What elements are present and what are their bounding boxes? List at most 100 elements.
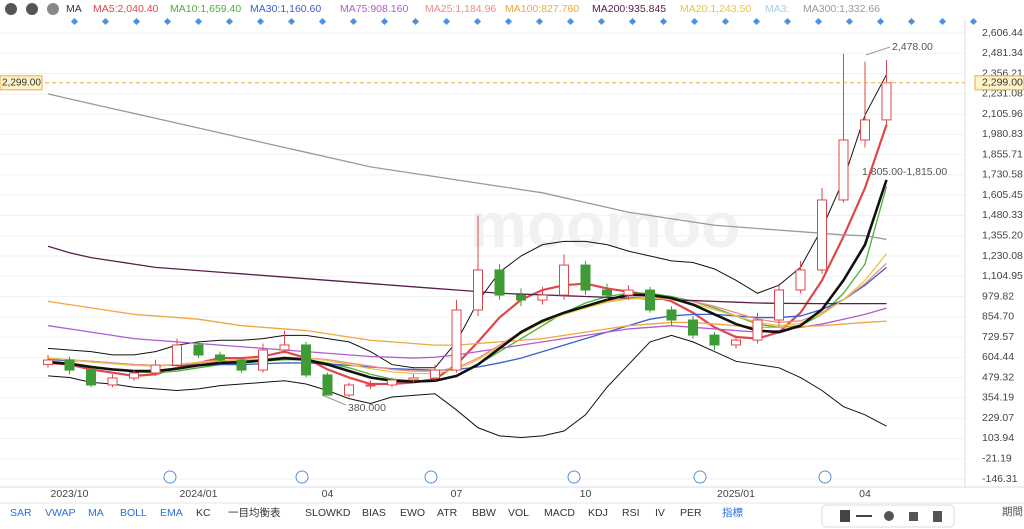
candle-body (473, 269, 483, 311)
indicator-tab[interactable]: EMA (160, 507, 183, 519)
pen-tool[interactable] (840, 510, 850, 522)
candle-body (752, 319, 763, 341)
legend-entry[interactable]: MA75:908.160 (340, 3, 408, 15)
candle-body (258, 349, 268, 371)
legend-diamond (721, 17, 730, 26)
legend-diamond (597, 17, 606, 26)
event-marker[interactable] (163, 470, 177, 484)
indicator-tab[interactable]: PER (680, 507, 702, 519)
x-tick-label: 10 (580, 488, 592, 500)
candle-body (494, 269, 505, 296)
x-tick-label: 2023/10 (51, 488, 89, 500)
period-label[interactable]: 期間 (1002, 506, 1023, 518)
legend-diamond (473, 17, 482, 26)
candle-body (688, 319, 698, 336)
y-tick-label: 1,230.08 (982, 250, 1023, 262)
legend-entry[interactable]: MA20:1,243.50 (680, 3, 751, 15)
legend-entry[interactable]: MA10:1,659.40 (170, 3, 241, 15)
ma-line (47, 266, 887, 371)
event-marker[interactable] (295, 470, 309, 484)
event-marker[interactable] (567, 470, 581, 484)
ma-line (47, 253, 888, 375)
legend-diamond (256, 17, 265, 26)
y-tick-label: 2,231.08 (982, 88, 1023, 100)
candle-body (64, 359, 75, 371)
indicator-tab[interactable]: KC (196, 507, 211, 519)
legend-diamond (845, 17, 854, 26)
candle-body (516, 294, 526, 301)
indicator-tab[interactable]: 一目均衡表 (228, 506, 281, 519)
candle-body (774, 289, 784, 321)
candle-body (580, 264, 591, 291)
indicator-tab[interactable]: EWO (400, 507, 425, 519)
legend-diamond (132, 17, 141, 26)
indicator-tab[interactable]: BIAS (362, 507, 386, 519)
legend-diamond (566, 17, 575, 26)
x-tick-label: 07 (451, 488, 463, 500)
candle-body (86, 369, 96, 386)
indicator-tab[interactable]: 指標 (722, 506, 743, 519)
y-tick-label: -21.19 (982, 453, 1012, 465)
indicator-tab[interactable]: BOLL (120, 507, 147, 519)
event-marker[interactable] (693, 470, 707, 484)
boll-upper (47, 74, 887, 369)
legend-diamond (876, 17, 885, 26)
legend-diamond (938, 17, 947, 26)
watermark: moomoo (470, 189, 740, 261)
candle-body (451, 309, 462, 371)
legend-diamond (163, 17, 172, 26)
settings-tool[interactable] (884, 511, 894, 521)
price-tag (974, 75, 1024, 91)
boll-lower (47, 334, 887, 438)
indicator-tab[interactable]: BBW (472, 507, 496, 519)
candle-body (301, 344, 311, 376)
legend-entry[interactable]: MA25:1,184.96 (425, 3, 496, 15)
lock-tool[interactable] (909, 512, 918, 521)
candle-body (731, 339, 741, 346)
indicator-tab[interactable]: IV (655, 507, 665, 519)
indicator-tab[interactable]: ATR (437, 507, 458, 519)
legend-diamond (690, 17, 699, 26)
ma-line (47, 245, 887, 305)
candle-body (236, 359, 247, 371)
indicator-tab[interactable]: MACD (544, 507, 575, 519)
high-annotation: 2,478.00 (892, 41, 933, 53)
low-annotation: 380.000 (348, 402, 386, 414)
x-tick-label: 2024/01 (180, 488, 218, 500)
legend-entry[interactable]: MA5:2,040.40 (93, 3, 159, 15)
candle-body (43, 359, 53, 366)
candle-body (344, 384, 354, 396)
legend-entry[interactable]: MA300:1,332.66 (803, 3, 880, 15)
event-marker[interactable] (818, 470, 832, 484)
indicator-label[interactable]: MA (66, 3, 82, 15)
indicator-tab[interactable]: KDJ (588, 507, 608, 519)
legend-entry[interactable]: MA30:1,160.60 (250, 3, 321, 15)
indicator-tab[interactable]: MA (88, 507, 104, 519)
close-icon[interactable] (47, 3, 59, 15)
indicator-tab[interactable]: SAR (10, 507, 32, 519)
indicator-tab[interactable]: VWAP (45, 507, 76, 519)
candle-body (709, 334, 720, 346)
dropdown-icon[interactable] (26, 3, 38, 15)
y-tick-label: 979.82 (982, 290, 1014, 302)
candle-body (322, 374, 333, 396)
y-tick-label: 2,606.44 (982, 27, 1023, 39)
legend-entry[interactable]: MA3: (765, 3, 790, 15)
price-tag-label: 2,299.00 (982, 77, 1023, 89)
y-tick-label: 729.57 (982, 331, 1014, 343)
legend-entry[interactable]: MA100:827.760 (505, 3, 579, 15)
settings-icon[interactable] (5, 3, 17, 15)
y-tick-label: 1,355.20 (982, 230, 1023, 242)
legend-diamond (535, 17, 544, 26)
indicator-tab[interactable]: RSI (622, 507, 640, 519)
event-marker[interactable] (424, 470, 438, 484)
boll-mid (47, 179, 888, 383)
indicator-tab[interactable]: SLOWKD (305, 507, 351, 519)
legend-diamond (318, 17, 327, 26)
legend-entry[interactable]: MA200:935.845 (592, 3, 666, 15)
legend-diamond (194, 17, 203, 26)
candle-body (387, 379, 397, 386)
indicator-tab[interactable]: VOL (508, 507, 529, 519)
delete-tool[interactable] (933, 511, 942, 522)
